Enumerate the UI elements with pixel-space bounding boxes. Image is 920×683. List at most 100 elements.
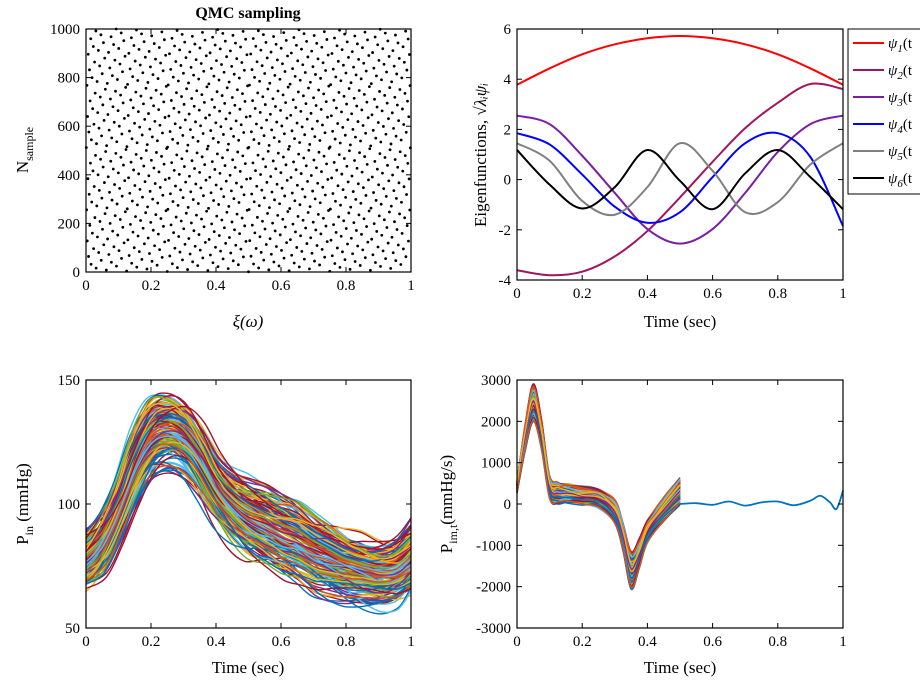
qmc-point: [314, 228, 318, 232]
pimt-ticks: 0 0.2 0.4 0.6 0.8 1 -3000 -2000 -1000 0 1000 2000 30…: [476, 373, 847, 650]
qmc-point: [263, 227, 267, 231]
qmc-point: [220, 63, 223, 66]
eigen-xlabel: Time (sec): [644, 312, 717, 331]
qmc-point: [320, 45, 324, 49]
qmc-point: [149, 158, 153, 162]
qmc-point: [105, 206, 109, 210]
qmc-point: [158, 248, 162, 252]
qmc-point: [170, 161, 174, 165]
qmc-point: [125, 145, 129, 149]
qmc-point: [364, 131, 368, 135]
qmc-point: [175, 153, 179, 157]
pin-line: [85, 435, 412, 583]
qmc-point: [331, 129, 335, 133]
qmc-point: [325, 162, 328, 166]
qmc-point: [290, 129, 294, 133]
qmc-point: [395, 72, 399, 76]
qmc-point: [143, 117, 147, 121]
qmc-point: [359, 201, 363, 205]
qmc-point: [290, 253, 294, 257]
qmc-point: [389, 204, 393, 208]
qmc-point: [105, 144, 109, 148]
qmc-point: [373, 160, 377, 163]
qmc-point: [365, 100, 369, 104]
qmc-point: [331, 67, 335, 71]
qmc-point: [127, 176, 130, 180]
qmc-point: [118, 218, 122, 221]
qmc-point: [404, 29, 408, 33]
qmc-point: [356, 244, 360, 248]
qmc-point: [311, 189, 315, 193]
qmc-point: [323, 131, 327, 135]
qmc-point: [322, 92, 326, 96]
qmc-point: [310, 127, 314, 131]
qmc-point: [274, 42, 278, 46]
qmc-point: [86, 115, 89, 118]
qmc-point: [278, 233, 282, 237]
qmc-point: [230, 96, 234, 99]
qmc-point: [174, 184, 177, 188]
qmc-point: [131, 106, 135, 110]
qmc-point: [179, 188, 182, 192]
qmc-point: [401, 45, 405, 49]
qmc-point: [261, 219, 264, 223]
eigen-legend-items: ψ1(t ψ2(t ψ3(t ψ4(t ψ5(t ψ6(t: [853, 36, 913, 190]
qmc-point: [229, 251, 233, 255]
qmc-point: [239, 247, 243, 251]
x-tick-label: 0.4: [207, 634, 226, 650]
qmc-point: [350, 50, 354, 53]
qmc-point: [214, 245, 217, 249]
qmc-point: [184, 211, 188, 215]
qmc-point: [348, 149, 351, 153]
qmc-point: [181, 134, 185, 137]
qmc-point: [381, 125, 385, 128]
eigen-axes-box: [516, 28, 844, 281]
qmc-points: [84, 27, 412, 274]
qmc-point: [338, 265, 342, 269]
qmc-point: [379, 265, 382, 268]
qmc-point: [378, 152, 382, 156]
qmc-point: [228, 111, 232, 115]
qmc-point: [310, 251, 314, 255]
qmc-point: [336, 122, 340, 125]
qmc-point: [330, 254, 334, 258]
qmc-point: [389, 266, 393, 270]
qmc-point: [191, 260, 195, 264]
qmc-point: [268, 81, 272, 85]
qmc-point: [159, 217, 163, 220]
qmc-axes-box: [85, 28, 412, 273]
qmc-point: [402, 185, 406, 189]
qmc-point: [390, 80, 394, 84]
qmc-point: [89, 161, 92, 165]
qmc-point: [330, 52, 334, 55]
qmc-point: [379, 140, 383, 144]
qmc-point: [201, 256, 205, 260]
qmc-point: [116, 78, 119, 81]
qmc-point: [136, 110, 140, 114]
qmc-point: [388, 148, 392, 152]
qmc-point: [357, 89, 361, 92]
x-tick-label: 0.2: [142, 278, 161, 294]
qmc-point: [240, 61, 244, 64]
qmc-point: [270, 66, 274, 70]
qmc-point: [283, 225, 287, 229]
qmc-point: [399, 263, 403, 266]
qmc-point: [238, 169, 242, 173]
qmc-point: [376, 121, 380, 124]
qmc-point: [207, 82, 211, 86]
qmc-point: [355, 104, 359, 108]
qmc-point: [102, 41, 105, 45]
qmc-point: [103, 56, 107, 60]
qmc-point: [273, 74, 277, 77]
eigen-line-2: [516, 82, 844, 277]
qmc-point: [202, 225, 206, 229]
qmc-point: [275, 182, 279, 186]
qmc-point: [190, 97, 194, 100]
qmc-point: [361, 186, 365, 190]
y-tick-label: 1000: [50, 22, 80, 38]
qmc-point: [341, 188, 345, 192]
qmc-point: [110, 136, 114, 140]
qmc-point: [298, 141, 301, 144]
qmc-point: [342, 219, 346, 223]
qmc-point: [160, 256, 164, 259]
